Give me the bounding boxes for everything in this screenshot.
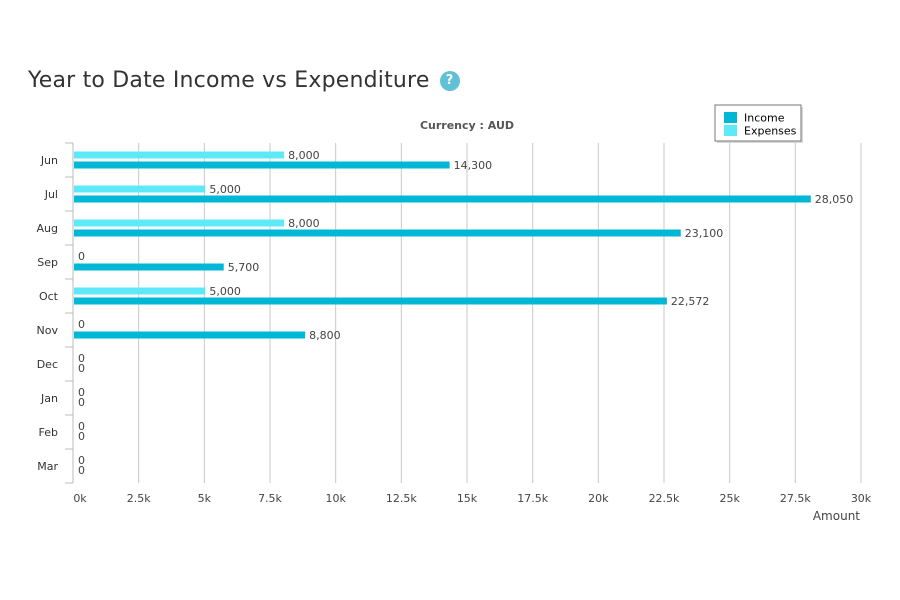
bar-income[interactable] xyxy=(74,161,450,169)
data-label-income: 0 xyxy=(78,430,85,443)
legend-label-expenses[interactable]: Expenses xyxy=(744,125,797,138)
bar-expenses[interactable] xyxy=(74,151,285,159)
category-label: Sep xyxy=(37,256,58,269)
data-label-expenses: 0 xyxy=(78,420,85,433)
x-tick-label: 30k xyxy=(851,492,872,505)
data-label-income: 22,572 xyxy=(671,295,710,308)
x-tick-label: 25k xyxy=(719,492,740,505)
legend-swatch-income[interactable] xyxy=(724,112,737,123)
data-label-income: 8,800 xyxy=(309,329,341,342)
x-tick-label: 15k xyxy=(457,492,478,505)
category-label: Jan xyxy=(40,392,58,405)
bar-expenses[interactable] xyxy=(74,185,206,193)
data-label-expenses: 8,000 xyxy=(288,149,320,162)
data-label-expenses: 0 xyxy=(78,386,85,399)
legend-swatch-expenses[interactable] xyxy=(724,125,737,136)
bar-expenses[interactable] xyxy=(74,287,206,295)
x-tick-label: 27.5k xyxy=(780,492,811,505)
data-label-expenses: 0 xyxy=(78,250,85,263)
bar-income[interactable] xyxy=(74,297,667,305)
title-row: Year to Date Income vs Expenditure ? xyxy=(28,68,460,93)
data-label-income: 0 xyxy=(78,362,85,375)
help-icon[interactable]: ? xyxy=(439,70,460,91)
x-tick-label: 5k xyxy=(198,492,212,505)
data-label-income: 0 xyxy=(78,396,85,409)
legend-label-income[interactable]: Income xyxy=(744,112,785,125)
data-label-income: 5,700 xyxy=(228,261,260,274)
data-label-income: 23,100 xyxy=(685,227,724,240)
data-label-expenses: 8,000 xyxy=(288,217,320,230)
category-label: Jul xyxy=(44,188,58,201)
x-tick-label: 22.5k xyxy=(649,492,680,505)
data-label-income: 14,300 xyxy=(454,159,493,172)
chart-subtitle: Currency : AUD xyxy=(420,119,514,132)
x-tick-label: 2.5k xyxy=(127,492,151,505)
x-tick-label: 10k xyxy=(325,492,346,505)
x-tick-label: 12.5k xyxy=(386,492,417,505)
x-tick-label: 0k xyxy=(73,492,87,505)
x-tick-label: 20k xyxy=(588,492,609,505)
bar-income[interactable] xyxy=(74,331,306,339)
data-label-expenses: 0 xyxy=(78,454,85,467)
x-axis-title: Amount xyxy=(813,509,860,523)
category-label: Mar xyxy=(37,460,58,473)
bar-income[interactable] xyxy=(74,195,811,203)
data-label-expenses: 0 xyxy=(78,318,85,331)
category-label: Dec xyxy=(37,358,58,371)
data-label-expenses: 5,000 xyxy=(209,183,241,196)
category-label: Jun xyxy=(40,154,58,167)
category-label: Aug xyxy=(37,222,58,235)
bar-expenses[interactable] xyxy=(74,219,285,227)
x-tick-label: 7.5k xyxy=(258,492,282,505)
category-label: Nov xyxy=(37,324,59,337)
bar-income[interactable] xyxy=(74,229,681,237)
page-title: Year to Date Income vs Expenditure xyxy=(28,68,430,93)
data-label-income: 28,050 xyxy=(815,193,854,206)
bar-income[interactable] xyxy=(74,263,224,271)
data-label-income: 0 xyxy=(78,464,85,477)
category-label: Oct xyxy=(39,290,59,303)
data-label-expenses: 0 xyxy=(78,352,85,365)
data-label-expenses: 5,000 xyxy=(209,285,241,298)
x-tick-label: 17.5k xyxy=(517,492,548,505)
category-label: Feb xyxy=(39,426,58,439)
